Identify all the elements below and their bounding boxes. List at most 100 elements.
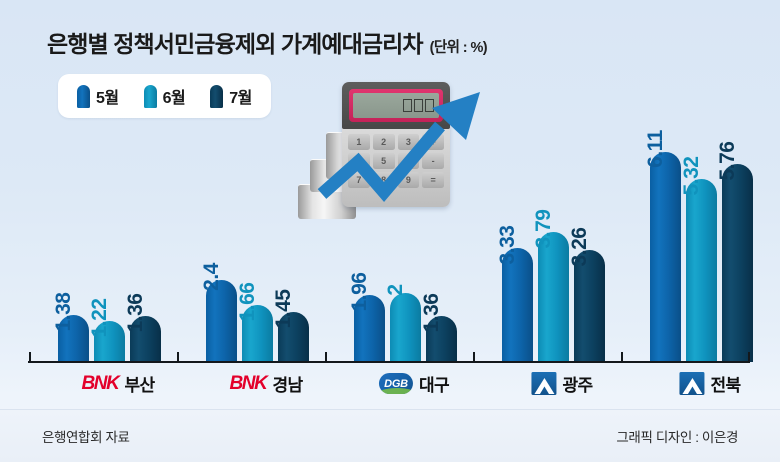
bar-wrap: 5.76: [716, 142, 753, 362]
bar-value-label: 1.36: [419, 293, 443, 333]
bar[interactable]: [130, 316, 161, 362]
bar[interactable]: [94, 321, 125, 362]
axis-tick: [177, 352, 179, 363]
bar[interactable]: [650, 152, 681, 362]
bar-value-label: 1.36: [123, 293, 147, 333]
legend-label: 7월: [229, 90, 252, 107]
category-name: 부산: [124, 376, 155, 395]
bar[interactable]: [686, 179, 717, 362]
bar-value-label: 1.45: [271, 289, 295, 329]
legend-label: 5월: [96, 90, 119, 107]
bnk-logo-icon: BNK: [81, 372, 119, 394]
legend-item-june: 6월: [143, 84, 186, 108]
bar[interactable]: [426, 316, 457, 362]
calc-key: 5: [372, 153, 395, 169]
bar[interactable]: [58, 315, 89, 362]
legend-swatch-icon: [77, 84, 90, 108]
up-trend-arrow-icon: [317, 92, 480, 202]
dgb-logo-text: DGB: [384, 377, 408, 390]
bar[interactable]: [722, 164, 753, 362]
bar-group: 1.38 1.22 1.36: [52, 293, 161, 362]
display-digit-icon: [425, 99, 434, 112]
display-digit-icon: [414, 99, 423, 112]
category-name: 광주: [562, 376, 593, 395]
bar-wrap: 1.96: [348, 273, 385, 362]
legend-item-may: 5월: [77, 84, 119, 108]
bar-wrap: 2: [384, 284, 421, 362]
category-label-daegu: DGB 대구: [378, 371, 450, 396]
calculator-illustration: 1 2 3 + 4 5 6 - 7 8 9 =: [280, 74, 500, 239]
bar[interactable]: [206, 280, 237, 362]
axis-tick: [325, 352, 327, 363]
x-axis-line: [28, 360, 750, 363]
category-label-gwangju: 광주: [531, 371, 593, 396]
axis-tick: [29, 352, 31, 363]
bar-wrap: 3.79: [532, 210, 569, 362]
footer-band: 은행연합회 자료 그래픽 디자인 : 이은경: [0, 409, 780, 462]
bar-value-label: 6.11: [643, 130, 667, 168]
legend-swatch-icon: [210, 84, 224, 108]
bnk-logo-icon: BNK: [229, 372, 267, 394]
title-row: 은행별 정책서민금융제외 가계예대금리차 (단위 : %): [47, 25, 488, 59]
bar-wrap: 1.66: [236, 283, 273, 362]
calculator-screen-frame: [349, 89, 443, 122]
category-axis-labels: BNK 부산 BNK 경남 DGB 대구 광주 전북: [0, 371, 780, 405]
bar[interactable]: [574, 250, 605, 362]
legend-swatch-icon: [143, 84, 157, 108]
bar[interactable]: [502, 248, 533, 362]
calculator-display: [353, 93, 439, 118]
calc-key: 2: [372, 134, 395, 150]
calculator-top-bezel: [342, 82, 450, 129]
category-name: 전북: [710, 376, 741, 395]
unit-label: (단위 : %): [429, 40, 488, 56]
bar-value-label: 1.38: [51, 292, 75, 332]
axis-tick: [473, 352, 475, 363]
bar-group: 3.33 3.79 3.26: [496, 210, 605, 362]
bar-value-label: 2.4: [199, 263, 223, 291]
page-title: 은행별 정책서민금융제외 가계예대금리차: [47, 31, 424, 57]
bar-value-label: 1.66: [235, 282, 259, 322]
calc-key: 3: [397, 134, 420, 150]
bar-group: 1.96 2 1.36: [348, 273, 457, 362]
bar-value-label: 3.33: [495, 225, 519, 265]
bar-value-label: 1.22: [87, 298, 111, 338]
bar-wrap: 2.4: [200, 263, 237, 362]
axis-tick: [621, 352, 623, 363]
bar-wrap: 1.45: [272, 290, 309, 362]
category-name: 대구: [418, 376, 450, 395]
category-name: 경남: [272, 376, 303, 395]
category-label-jeonbuk: 전북: [679, 371, 741, 396]
credit-text: 그래픽 디자인 : 이은경: [616, 430, 738, 445]
bar[interactable]: [354, 295, 385, 362]
bar[interactable]: [278, 312, 309, 362]
bar-group: 6.11 5.32 5.76: [644, 130, 753, 362]
bar-wrap: 3.26: [568, 228, 605, 362]
calc-key: =: [422, 172, 444, 188]
bar-value-label: 5.32: [679, 156, 703, 196]
bar-wrap: 1.36: [420, 294, 457, 362]
bar[interactable]: [538, 232, 569, 362]
calc-key: -: [422, 153, 444, 169]
bar-group: 2.4 1.66 1.45: [200, 263, 309, 362]
bar-wrap: 3.33: [496, 226, 533, 362]
dgb-logo-icon: DGB: [378, 373, 413, 394]
jeonbuk-bank-logo-icon: [679, 372, 705, 395]
bar-wrap: 1.22: [88, 299, 125, 362]
bar-wrap: 6.11: [644, 130, 681, 362]
display-digit-icon: [403, 99, 412, 112]
gwangju-bank-logo-icon: [531, 372, 557, 395]
source-text: 은행연합회 자료: [42, 430, 130, 445]
chart-legend: 5월 6월 7월: [58, 74, 271, 118]
bar[interactable]: [242, 305, 273, 362]
bar-value-label: 3.79: [531, 209, 555, 249]
bar-value-label: 3.26: [567, 227, 591, 267]
category-label-busan: BNK 부산: [81, 371, 155, 396]
bar[interactable]: [390, 293, 421, 362]
bar-value-label: 5.76: [715, 141, 739, 181]
axis-tick: [748, 352, 750, 363]
bar-wrap: 5.32: [680, 157, 717, 362]
calc-key: 1: [348, 134, 370, 150]
bar-wrap: 1.38: [52, 293, 89, 362]
